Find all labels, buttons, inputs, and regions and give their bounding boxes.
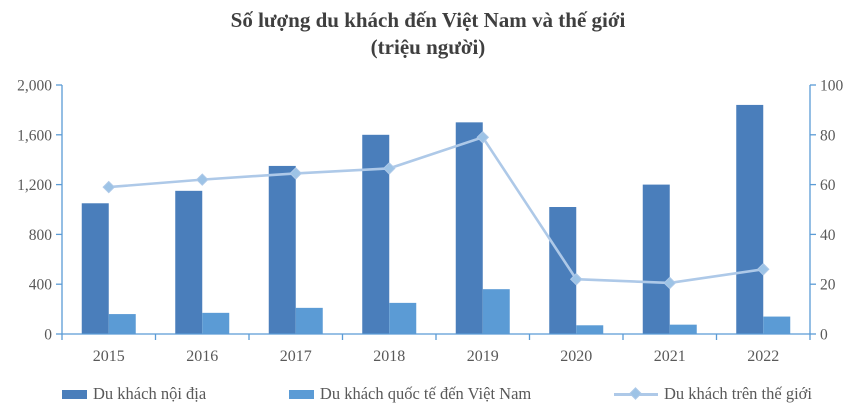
world-line-marker-2017	[289, 167, 303, 180]
legend-swatch-domestic	[62, 389, 87, 399]
legend-item-international: Du khách quốc tế đến Việt Nam	[288, 384, 532, 404]
bar-international-2022	[763, 316, 791, 334]
world-line-marker-2020	[569, 272, 583, 286]
legend-item-world: Du khách trên thế giới	[613, 384, 812, 404]
bar-domestic-2016	[175, 190, 203, 334]
left-axis-label-1,200: 1,200	[17, 177, 52, 194]
legend-line-marker-world	[613, 387, 658, 400]
x-axis-label-2015: 2015	[93, 348, 125, 365]
right-axis-label-0: 0	[820, 327, 828, 344]
x-axis-label-2017: 2017	[280, 348, 312, 365]
bar-domestic-2022	[736, 104, 764, 334]
chart-title-subtitle: (triệu người)	[370, 35, 486, 59]
bar-domestic-2018	[362, 134, 390, 334]
bar-domestic-2015	[81, 203, 109, 334]
right-axis-label-40: 40	[820, 227, 836, 244]
legend-swatch-international	[288, 389, 314, 399]
chart-title-line1: Số lượng du khách đến Việt Nam và thế gi…	[230, 8, 626, 32]
right-axis-label-20: 20	[820, 277, 836, 294]
bar-international-2016	[202, 312, 230, 334]
left-axis-label-2,000: 2,000	[17, 78, 52, 95]
world-line-marker-2021	[663, 276, 677, 290]
legend-label-international: Du khách quốc tế đến Việt Nam	[319, 384, 532, 403]
left-axis-label-0: 0	[44, 327, 52, 344]
bar-domestic-2021	[642, 184, 670, 334]
bar-international-2020	[576, 325, 604, 334]
x-axis-label-2020: 2020	[560, 348, 592, 365]
world-line	[108, 135, 764, 285]
bar-domestic-2017	[268, 165, 296, 334]
bar-international-2021	[669, 324, 697, 334]
right-axis-label-100: 100	[820, 78, 844, 95]
legend-label-world: Du khách trên thế giới	[663, 384, 812, 403]
chart-title: Số lượng du khách đến Việt Nam và thế gi…	[0, 6, 856, 60]
world-line-marker-2018	[382, 162, 396, 175]
left-axis-label-1,600: 1,600	[17, 127, 52, 144]
bar-international-2017	[295, 307, 323, 334]
left-axis-label-400: 400	[29, 277, 53, 294]
world-line-marker-2019	[476, 130, 490, 144]
legend-label-domestic: Du khách nội địa	[93, 384, 207, 403]
bar-domestic-2019	[455, 122, 483, 334]
x-axis-label-2021: 2021	[654, 348, 686, 365]
world-line-marker-2022	[756, 262, 770, 276]
bar-domestic-2020	[549, 207, 577, 334]
x-axis-label-2016: 2016	[186, 348, 218, 365]
legend-diamond-icon	[629, 387, 642, 400]
legend: Du khách nội địa Du khách quốc tế đến Vi…	[62, 384, 812, 404]
x-axis-label-2019: 2019	[467, 348, 499, 365]
right-axis-label-60: 60	[820, 177, 836, 194]
world-line-marker-2016	[195, 173, 209, 186]
right-axis-label-80: 80	[820, 127, 836, 144]
bar-international-2019	[482, 289, 510, 334]
x-axis-label-2022: 2022	[747, 348, 779, 365]
legend-item-domestic: Du khách nội địa	[62, 384, 206, 404]
left-axis-label-800: 800	[29, 227, 53, 244]
bar-international-2018	[389, 302, 417, 334]
bar-international-2015	[108, 314, 136, 334]
x-axis-label-2018: 2018	[373, 348, 405, 365]
world-line-marker-2015	[102, 180, 116, 194]
